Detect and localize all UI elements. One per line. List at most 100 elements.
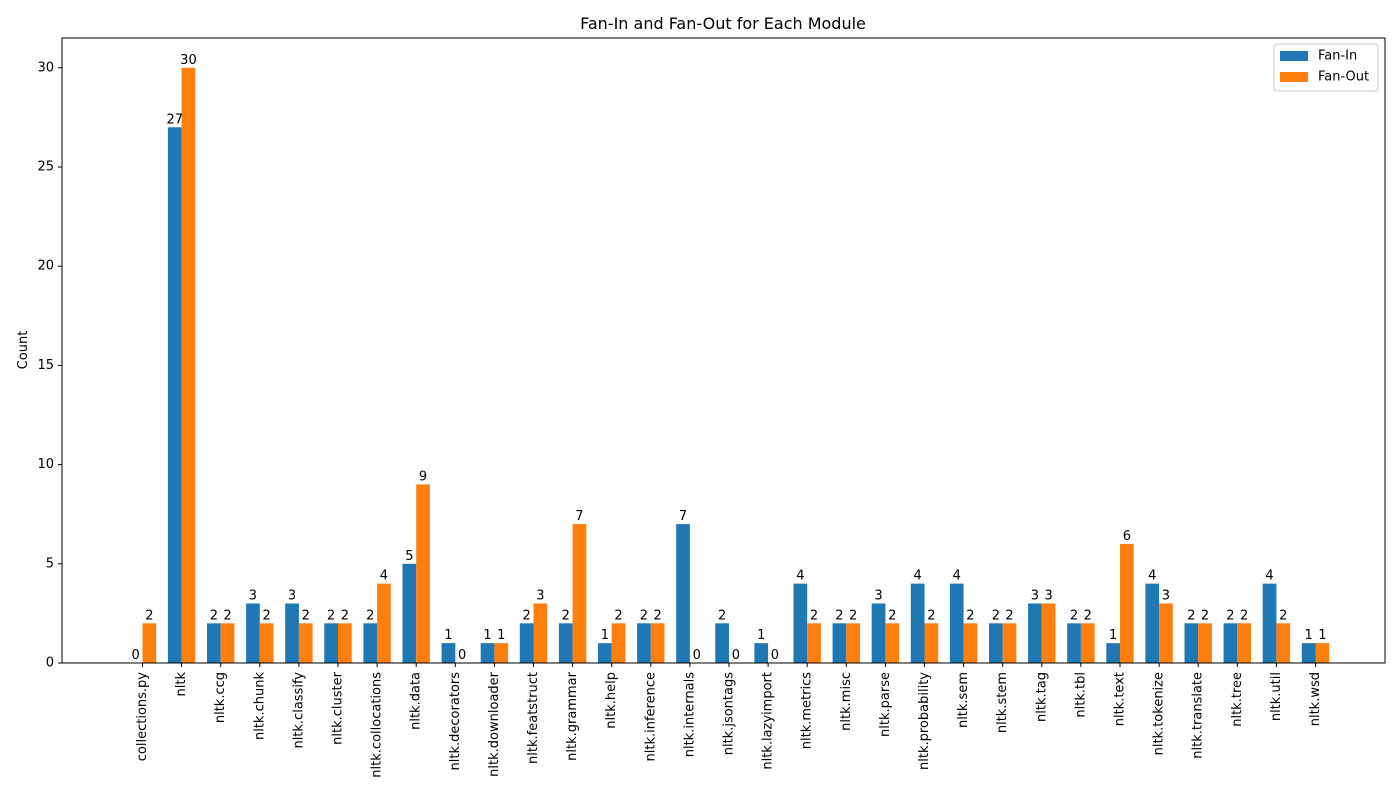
fan-in-value-label: 1 <box>1109 628 1117 643</box>
fan-in-value-label: 5 <box>405 549 413 564</box>
bars-layer <box>142 67 1330 664</box>
fan-in-bar <box>989 623 1003 663</box>
fan-in-bar <box>285 603 299 663</box>
fan-in-bar <box>1223 623 1238 663</box>
fan-out-bar <box>1198 623 1212 663</box>
fan-out-bar <box>416 484 430 663</box>
fan-in-value-label: 7 <box>679 509 687 524</box>
fan-out-bar <box>846 623 860 663</box>
x-tick-label: nltk.stem <box>995 672 1010 733</box>
x-tick-label: nltk.lazyimport <box>761 672 776 770</box>
y-axis-label: Count <box>16 331 31 370</box>
x-tick-label: nltk.metrics <box>800 672 815 749</box>
fan-in-value-label: 3 <box>1031 588 1039 603</box>
fan-in-value-label: 2 <box>562 608 570 623</box>
fan-in-bar <box>832 623 847 663</box>
fan-out-bar <box>1120 543 1134 663</box>
fan-in-bar <box>793 583 808 663</box>
fan-out-value-label: 2 <box>614 608 622 623</box>
fan-in-value-label: 1 <box>444 628 452 643</box>
fan-in-bar <box>207 623 221 663</box>
fan-out-bar <box>533 603 548 663</box>
fan-in-bar <box>1067 623 1081 663</box>
fan-out-bar <box>298 623 313 663</box>
x-tick-label: collections.py <box>135 672 150 762</box>
x-axis: collections.py nltk nltk.ccg nltk.chunk nltk… <box>135 663 1323 778</box>
fan-out-value-label: 2 <box>927 608 935 623</box>
x-tick-label: nltk.grammar <box>565 671 580 760</box>
x-tick-label: nltk.tree <box>1230 672 1245 727</box>
fan-in-value-label: 2 <box>523 608 531 623</box>
fan-out-value-label: 2 <box>654 608 662 623</box>
fan-out-bar <box>807 623 821 663</box>
x-tick-label: nltk.jsontags <box>722 672 737 756</box>
fan-in-bar <box>637 623 651 663</box>
fan-out-value-label: 30 <box>180 53 197 68</box>
fan-out-value-label: 3 <box>536 588 544 603</box>
fan-out-value-label: 2 <box>223 608 231 623</box>
fan-in-value-label: 0 <box>132 648 140 663</box>
fan-out-value-label: 2 <box>341 608 349 623</box>
x-tick-label: nltk.data <box>409 672 424 730</box>
fan-out-value-label: 2 <box>302 608 310 623</box>
x-tick-label: nltk.text <box>1113 672 1128 726</box>
fan-out-bar <box>1002 623 1017 663</box>
fan-in-value-label: 2 <box>1226 608 1234 623</box>
fan-out-value-label: 6 <box>1123 529 1131 544</box>
legend-label: Fan-Out <box>1318 70 1369 85</box>
fan-out-bar <box>377 583 391 663</box>
fan-in-bar <box>519 623 534 663</box>
x-tick-label: nltk.misc <box>839 672 854 731</box>
fan-in-value-label: 4 <box>1148 569 1156 584</box>
fan-in-bar <box>598 643 612 663</box>
fan-out-bar <box>572 524 587 663</box>
fan-out-bar <box>650 623 665 663</box>
fan-out-value-label: 2 <box>1005 608 1013 623</box>
fan-out-value-label: 7 <box>575 509 583 524</box>
x-tick-label: nltk.internals <box>682 672 697 757</box>
fan-in-value-label: 2 <box>210 608 218 623</box>
fan-out-value-label: 2 <box>1240 608 1248 623</box>
chart-title: Fan-In and Fan-Out for Each Module <box>580 14 866 33</box>
fan-out-bar <box>142 623 157 663</box>
fan-in-value-label: 4 <box>796 569 804 584</box>
fan-in-value-label: 3 <box>249 588 257 603</box>
x-tick-label: nltk.decorators <box>448 672 463 771</box>
x-tick-label: nltk.util <box>1269 672 1284 721</box>
fan-in-bar <box>402 563 417 663</box>
fan-out-bar <box>963 623 978 663</box>
fan-in-bar <box>754 643 769 663</box>
y-tick-label: 20 <box>37 259 54 274</box>
fan-out-value-label: 2 <box>966 608 974 623</box>
fan-in-bar <box>246 603 260 663</box>
fan-in-value-label: 27 <box>166 112 183 127</box>
fan-in-bar <box>441 643 456 663</box>
fan-in-bar <box>715 623 729 663</box>
fan-in-bar <box>676 524 690 663</box>
fan-in-value-label: 2 <box>992 608 1000 623</box>
fan-in-bar <box>910 583 925 663</box>
fan-out-value-label: 0 <box>732 648 740 663</box>
fan-out-bar <box>338 623 352 663</box>
x-tick-label: nltk.parse <box>878 672 893 737</box>
fan-out-value-label: 0 <box>693 648 701 663</box>
fan-out-bar <box>924 623 939 663</box>
x-tick-label: nltk.cluster <box>331 671 346 744</box>
fan-in-value-label: 4 <box>914 569 922 584</box>
x-tick-label: nltk.wsd <box>1308 672 1323 726</box>
fan-in-value-label: 2 <box>835 608 843 623</box>
fan-in-bar <box>363 623 378 663</box>
fan-in-bar <box>167 127 182 664</box>
fan-out-value-label: 4 <box>380 569 388 584</box>
y-axis: 0 5 10 15 20 25 30 <box>37 60 62 671</box>
x-tick-label: nltk.tbl <box>1073 672 1088 718</box>
y-tick-label: 30 <box>37 60 54 75</box>
x-tick-label: nltk.classify <box>291 672 306 749</box>
fan-out-bar <box>1237 623 1251 663</box>
x-tick-label: nltk.inference <box>643 672 658 761</box>
fan-in-value-label: 1 <box>1305 628 1313 643</box>
fan-out-value-label: 1 <box>497 628 505 643</box>
x-tick-label: nltk.tokenize <box>1152 672 1167 755</box>
